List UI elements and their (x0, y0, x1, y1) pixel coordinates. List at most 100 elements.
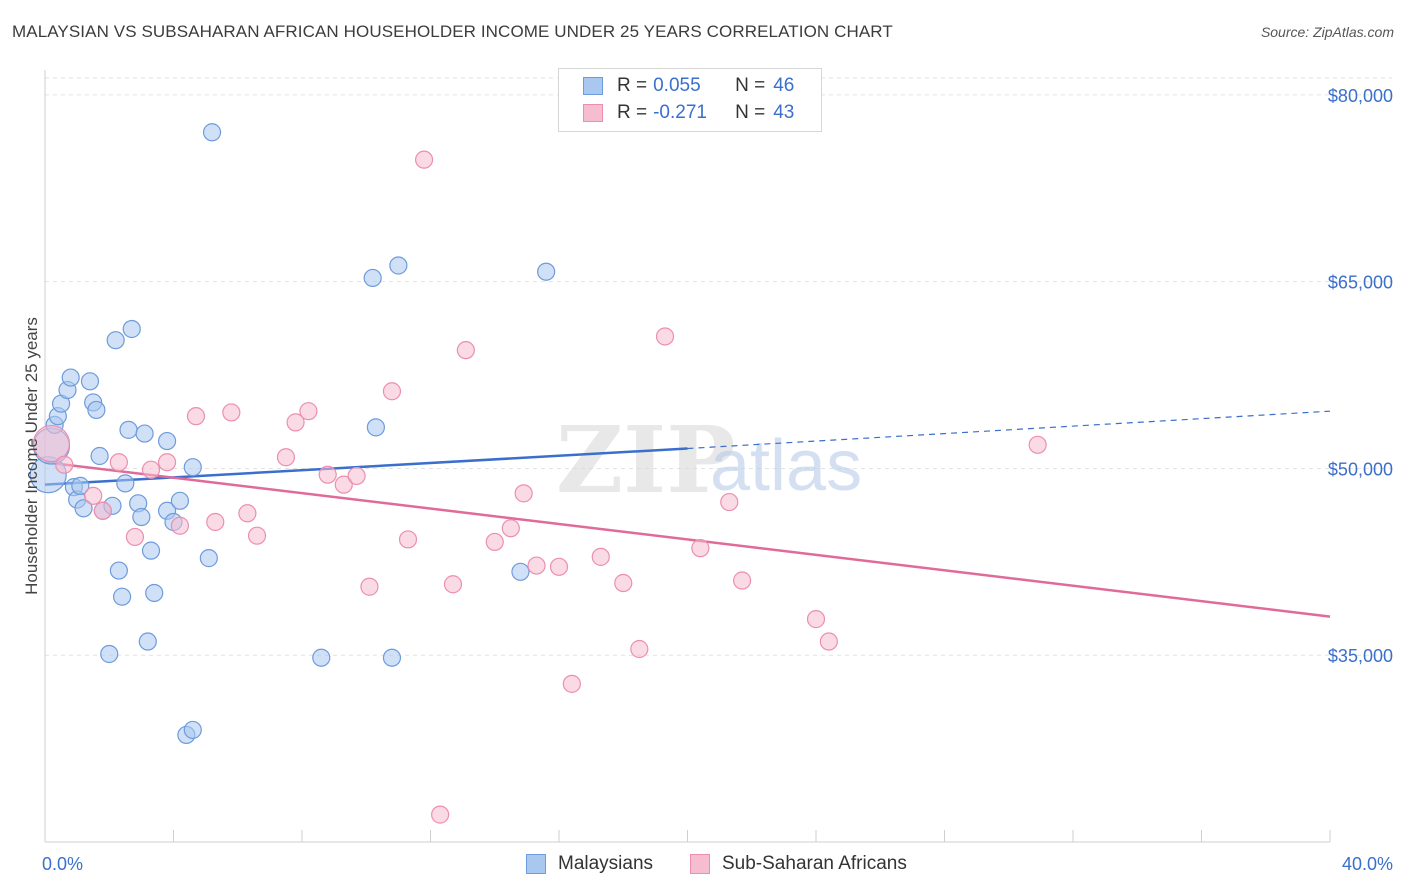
legend-swatch-malaysians (583, 77, 603, 95)
point-malaysian (366, 418, 385, 437)
trend-line-subsaharan (44, 460, 1331, 618)
point-subsaharan (125, 527, 145, 547)
point-subsaharan (819, 632, 838, 651)
point-subsaharan (733, 571, 752, 590)
axis-labels: $35,000 $50,000 $65,000 $80,000 0.0% 40.0% Hou… (22, 86, 1393, 874)
point-malaysian (80, 372, 100, 391)
point-subsaharan (527, 556, 546, 575)
point-malaysian (183, 458, 202, 477)
legend-n-label: N = (735, 102, 766, 123)
point-subsaharan (382, 382, 402, 401)
point-subsaharan (84, 486, 103, 505)
point-subsaharan (347, 466, 366, 486)
watermark-zip: ZIP (556, 406, 735, 514)
point-malaysian (100, 644, 119, 664)
legend-r-value: -0.271 (653, 102, 707, 123)
point-malaysian (183, 720, 202, 740)
point-subsaharan (614, 573, 633, 593)
point-subsaharan (186, 407, 206, 426)
legend-swatch-subsaharan (583, 104, 603, 122)
point-malaysian (112, 587, 132, 606)
source-credit: Source: ZipAtlas.com (1260, 24, 1394, 40)
point-malaysian (87, 400, 106, 420)
legend-n-value: 46 (773, 75, 795, 96)
point-subsaharan (247, 526, 267, 545)
series-legend-subsaharan[interactable]: Sub-Saharan Africans (690, 851, 907, 877)
point-malaysian (116, 474, 135, 493)
grid-lines (45, 77, 1392, 656)
point-subsaharan (398, 530, 418, 549)
point-subsaharan (32, 424, 71, 463)
chart-title: MALAYSIAN VS SUBSAHARAN AFRICAN HOUSEHOL… (12, 22, 893, 41)
point-malaysian (138, 632, 157, 651)
point-malaysian (389, 256, 408, 275)
point-subsaharan (276, 448, 296, 467)
point-subsaharan (655, 327, 675, 346)
point-subsaharan (514, 484, 533, 503)
point-malaysian (61, 368, 80, 387)
point-subsaharan (318, 465, 337, 484)
x-tick-label: 40.0% (1342, 854, 1393, 874)
point-subsaharan (720, 492, 739, 512)
watermark-atlas: atlas (710, 426, 862, 506)
point-subsaharan (485, 532, 504, 552)
point-subsaharan (238, 504, 257, 523)
correlation-legend: R = 0.055 N = 46 R = -0.271 N = 43 (558, 68, 822, 132)
point-subsaharan (109, 453, 128, 472)
point-subsaharan (806, 610, 826, 629)
point-subsaharan (1028, 435, 1047, 454)
legend-row-subsaharan: R = -0.271 N = 43 (583, 101, 794, 125)
legend-swatch-malaysians (526, 854, 546, 874)
point-malaysian (537, 262, 556, 281)
y-axis-title: Householder Income Under 25 years (22, 317, 41, 595)
point-malaysian (132, 507, 151, 527)
legend-n-label: N = (735, 75, 766, 96)
x-tick-label: 0.0% (42, 854, 83, 874)
legend-r-label: R = (617, 102, 648, 123)
series-legend-malaysians[interactable]: Malaysians (526, 851, 653, 877)
point-subsaharan (414, 150, 434, 169)
data-points (29, 123, 1047, 824)
point-malaysian (511, 562, 530, 581)
point-malaysian (141, 541, 161, 560)
point-malaysian (71, 476, 90, 495)
y-tick-label: $35,000 (1328, 646, 1393, 666)
point-malaysian (90, 446, 109, 466)
point-subsaharan (334, 475, 353, 494)
legend-r-value: 0.055 (653, 75, 701, 96)
y-tick-label: $50,000 (1328, 459, 1393, 479)
trend-line-malaysians-extension (687, 410, 1331, 450)
point-malaysian (74, 499, 93, 518)
legend-n-value: 43 (773, 102, 795, 123)
legend-label-malaysians: Malaysians (558, 853, 654, 874)
point-malaysian (382, 648, 402, 667)
point-subsaharan (443, 575, 463, 594)
point-subsaharan (299, 402, 318, 421)
legend-swatch-subsaharan (690, 854, 710, 874)
y-tick-label: $80,000 (1328, 86, 1393, 106)
point-malaysian (135, 424, 154, 443)
point-malaysian (170, 491, 190, 510)
point-subsaharan (549, 557, 569, 576)
point-subsaharan (222, 403, 241, 422)
point-malaysian (312, 648, 331, 667)
point-subsaharan (286, 413, 305, 432)
point-malaysian (122, 319, 141, 339)
point-malaysian (119, 420, 138, 439)
point-malaysian (363, 268, 382, 288)
point-malaysian (202, 123, 222, 142)
point-malaysian (199, 549, 218, 568)
point-subsaharan (691, 539, 710, 558)
point-subsaharan (206, 512, 225, 532)
legend-label-subsaharan: Sub-Saharan Africans (722, 853, 907, 874)
point-malaysian (109, 561, 128, 580)
point-subsaharan (157, 453, 177, 472)
point-subsaharan (630, 639, 649, 659)
point-subsaharan (456, 341, 475, 360)
point-subsaharan (360, 577, 379, 596)
point-malaysian (106, 331, 125, 350)
legend-row-malaysians: R = 0.055 N = 46 (583, 74, 794, 98)
point-subsaharan (501, 519, 520, 538)
